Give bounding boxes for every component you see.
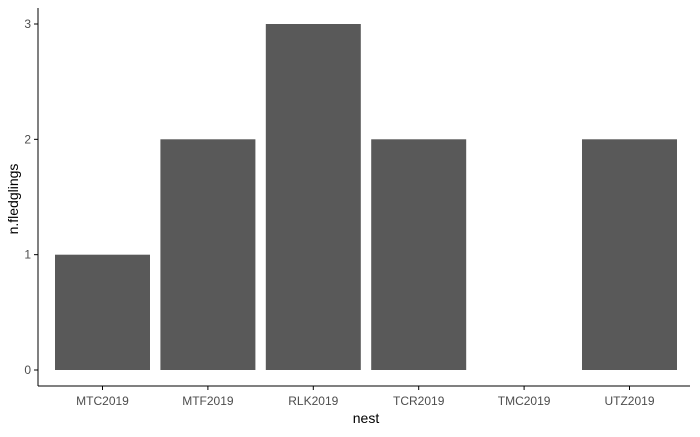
bar-TCR2019 (371, 139, 467, 370)
y-axis-title: n.fledglings (5, 164, 21, 235)
bar-MTF2019 (160, 139, 256, 370)
y-tick-label: 0 (24, 363, 31, 377)
y-tick-label: 1 (24, 248, 31, 262)
bars-layer (55, 24, 677, 370)
x-ticks-layer: MTC2019 MTF2019 RLK2019 TCR2019 TMC2019 UTZ20… (76, 386, 655, 408)
axes-layer (37, 8, 690, 387)
x-tick-label: TCR2019 (393, 394, 445, 408)
y-ticks-layer: 0 1 2 3 (24, 17, 38, 377)
x-tick-label: UTZ2019 (604, 394, 654, 408)
y-tick-label: 3 (24, 17, 31, 31)
bar-RLK2019 (265, 24, 361, 370)
x-axis-title: nest (353, 410, 380, 426)
x-tick-label: TMC2019 (498, 394, 551, 408)
x-tick-label: RLK2019 (288, 394, 338, 408)
x-tick-label: MTC2019 (76, 394, 129, 408)
y-tick-label: 2 (24, 132, 31, 146)
bar-MTC2019 (55, 254, 150, 370)
bar-UTZ2019 (582, 139, 677, 370)
x-tick-label: MTF2019 (182, 394, 234, 408)
